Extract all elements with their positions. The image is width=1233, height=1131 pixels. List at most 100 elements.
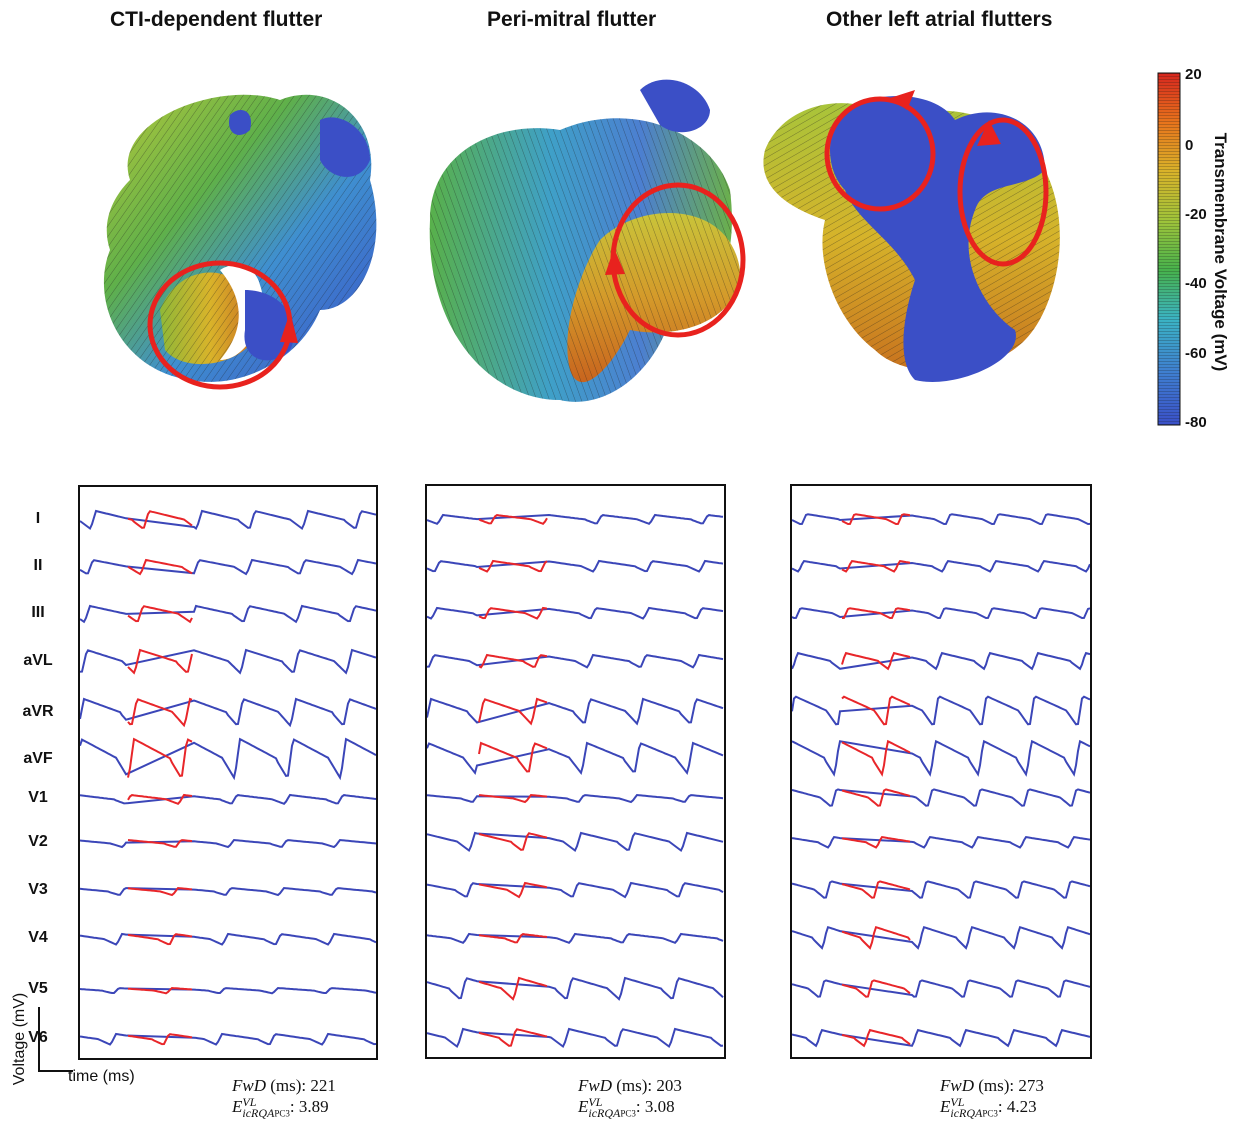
- flutter-wave-highlight: [127, 986, 193, 995]
- e-value: 4.23: [1006, 1097, 1037, 1116]
- flutter-wave-highlight: [478, 793, 548, 804]
- ecg-traces: [80, 509, 376, 1046]
- ecg-trace: [427, 697, 724, 726]
- ecg-trace: [792, 1028, 1090, 1048]
- flutter-wave-highlight: [478, 881, 548, 899]
- ecg-trace: [792, 513, 1090, 526]
- fwd-value: 221: [310, 1076, 336, 1095]
- reentry-circuit-arrow: [147, 260, 298, 390]
- metric-block: FwD (ms): 221 E VL icRQA PC3: 3.89: [232, 1076, 336, 1121]
- flutter-wave-highlight: [841, 979, 911, 998]
- flutter-wave-highlight: [127, 605, 193, 624]
- colorbar: [1157, 72, 1181, 426]
- ecg-trace: [80, 604, 376, 624]
- ecg-trace: [792, 788, 1090, 807]
- ecg-trace: [427, 976, 724, 1001]
- ecg-trace: [792, 739, 1090, 777]
- flutter-wave-highlight: [127, 558, 193, 576]
- flutter-wave-highlight: [127, 793, 193, 805]
- flutter-wave-highlight: [841, 788, 911, 807]
- panel-title-perimitral: Peri-mitral flutter: [487, 8, 657, 31]
- ecg-trace: [427, 513, 724, 525]
- lead-label: III: [31, 604, 45, 621]
- lead-label: V3: [28, 881, 48, 898]
- flutter-wave-highlight: [841, 925, 911, 950]
- flutter-wave-highlight: [127, 1033, 193, 1046]
- ecg-trace: [792, 695, 1090, 726]
- flutter-wave-highlight: [478, 933, 548, 944]
- lead-label: aVF: [23, 750, 53, 767]
- flutter-wave-highlight: [841, 836, 911, 849]
- flutter-wave-highlight: [841, 739, 911, 777]
- e-value: 3.89: [298, 1097, 329, 1116]
- colorbar-tick: -40: [1185, 275, 1207, 292]
- ecg-trace: [792, 836, 1090, 849]
- ecg-trace: [80, 697, 376, 728]
- flutter-wave-highlight: [478, 1028, 548, 1047]
- ecg-trace: [80, 509, 376, 531]
- ecg-panel-perimitral: [425, 484, 726, 1059]
- flutter-wave-highlight: [841, 695, 911, 726]
- reentry-circuit-arrow: [605, 182, 746, 338]
- ecg-trace: [80, 1032, 376, 1046]
- lead-label: V5: [28, 980, 48, 997]
- flutter-wave-highlight: [478, 697, 548, 726]
- lead-label: V4: [28, 929, 48, 946]
- flutter-wave-highlight: [478, 653, 548, 669]
- ecg-trace: [427, 831, 724, 853]
- fwd-value: 273: [1018, 1076, 1044, 1095]
- flutter-wave-highlight: [478, 559, 548, 573]
- flutter-wave-highlight: [127, 933, 193, 946]
- flutter-wave-highlight: [841, 513, 911, 526]
- flutter-wave-highlight: [841, 1028, 911, 1048]
- flutter-wave-highlight: [841, 607, 911, 620]
- ecg-trace: [792, 560, 1090, 573]
- ecg-trace: [80, 558, 376, 576]
- ecg-trace: [792, 979, 1090, 998]
- ecg-trace: [427, 653, 724, 669]
- colorbar-tick: -80: [1185, 414, 1207, 431]
- reentry-circuit-arrow: [824, 90, 1049, 267]
- atrial-map-perimitral: [429, 79, 746, 402]
- ecg-trace: [80, 793, 376, 805]
- lead-label: V1: [28, 789, 48, 806]
- flutter-wave-highlight: [478, 514, 548, 525]
- flutter-wave-highlight: [841, 880, 911, 899]
- x-axis-label: time (ms): [68, 1068, 135, 1085]
- ecg-trace: [80, 886, 376, 897]
- atrial-map-cti: [103, 94, 377, 390]
- y-axis-label: Voltage (mV): [11, 992, 28, 1086]
- flutter-wave-highlight: [841, 560, 911, 573]
- flutter-wave-highlight: [127, 510, 193, 529]
- metric-block: FwD (ms): 203 E VL icRQA PC3: 3.08: [578, 1076, 682, 1121]
- flutter-wave-highlight: [127, 697, 193, 728]
- lead-label: V2: [28, 833, 48, 850]
- colorbar-tick: 0: [1185, 137, 1194, 154]
- flutter-wave-highlight: [478, 832, 548, 851]
- ecg-trace: [80, 648, 376, 675]
- ecg-panel-other-left-atrial: [790, 484, 1092, 1059]
- ecg-trace: [427, 793, 724, 804]
- e-value: 3.08: [644, 1097, 675, 1116]
- flutter-wave-highlight: [127, 886, 193, 897]
- panel-title-other-left-atrial: Other left atrial flutters: [826, 8, 1053, 31]
- lead-label: II: [33, 557, 43, 574]
- ecg-trace: [427, 606, 724, 620]
- ecg-trace: [792, 607, 1090, 620]
- metric-block: FwD (ms): 273 E VL icRQA PC3: 4.23: [940, 1076, 1044, 1121]
- colorbar-tick: -20: [1185, 206, 1207, 223]
- ecg-trace: [427, 741, 724, 775]
- flutter-wave-highlight: [478, 606, 548, 620]
- ecg-trace: [80, 838, 376, 849]
- ecg-panel-cti: [78, 485, 378, 1060]
- colorbar-tick: 20: [1185, 66, 1202, 83]
- atrial-map-other-left-atrial: [763, 90, 1060, 382]
- ecg-trace: [427, 559, 724, 573]
- ecg-trace: [427, 881, 724, 899]
- lead-label: V6: [28, 1029, 48, 1046]
- panel-title-cti: CTI-dependent flutter: [110, 8, 323, 31]
- flutter-wave-highlight: [127, 648, 193, 675]
- ecg-trace: [80, 986, 376, 995]
- ecg-trace: [427, 932, 724, 944]
- lead-label: I: [35, 510, 41, 527]
